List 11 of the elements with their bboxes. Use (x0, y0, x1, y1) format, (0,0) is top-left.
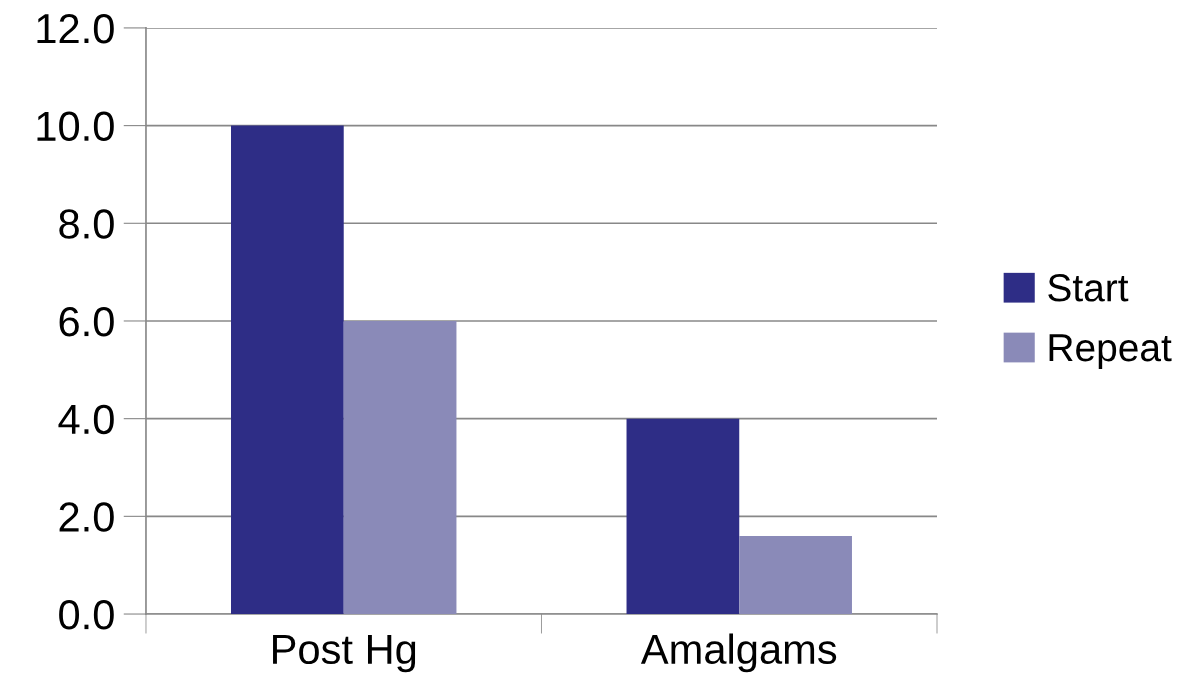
y-tick-label: 8.0 (59, 209, 114, 239)
x-tick-label: Post Hg (273, 635, 416, 673)
y-tick-label: 12.0 (37, 13, 114, 44)
y-tick-label: 10.0 (37, 111, 114, 142)
y-tick-label: 4.0 (58, 404, 114, 435)
legend-label: Repeat (1049, 334, 1172, 370)
legend-label: Start (1048, 274, 1129, 302)
y-tick-label: 6.0 (59, 306, 114, 337)
y-tick-label: 2.0 (59, 502, 114, 532)
x-tick-label: Amalgams (640, 633, 837, 673)
y-tick-label: 0.0 (59, 600, 114, 630)
